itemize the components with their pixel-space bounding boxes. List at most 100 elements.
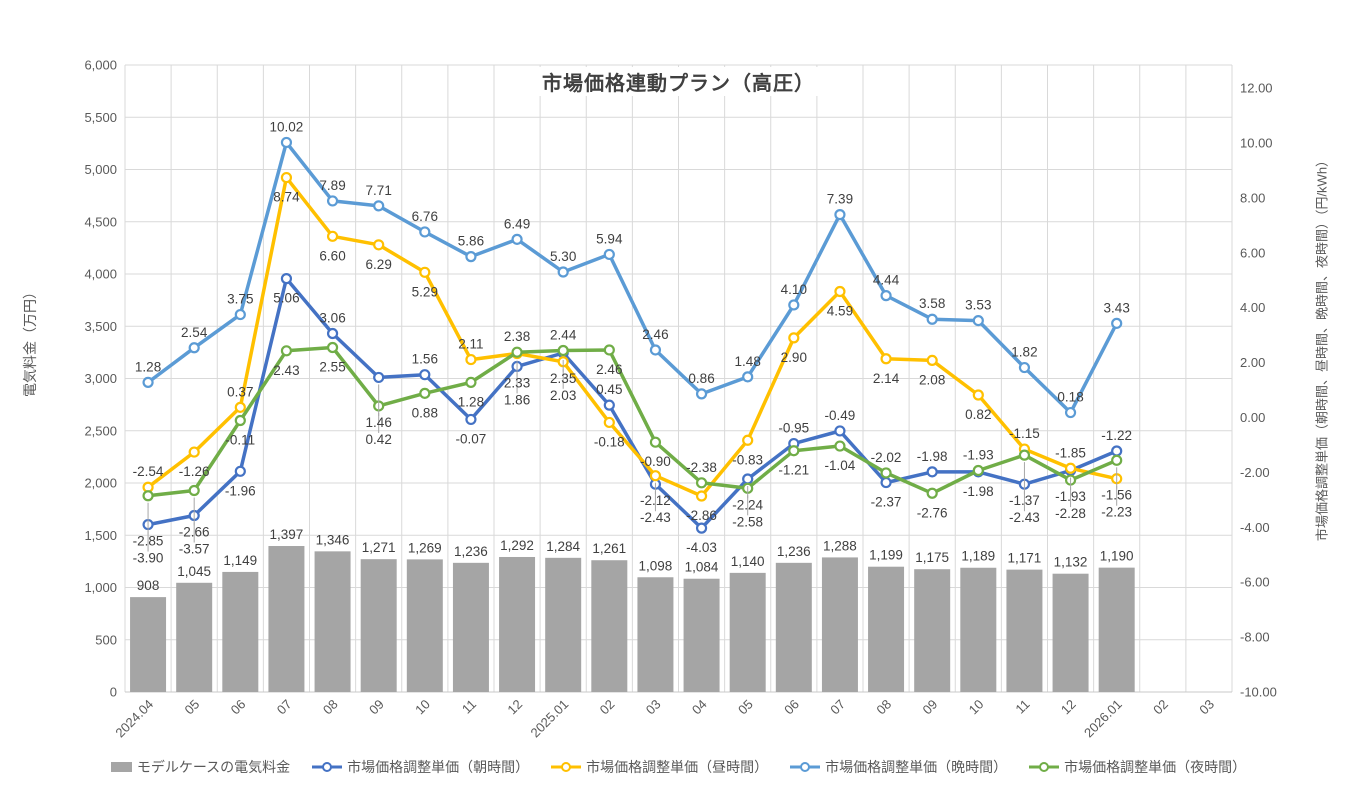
x-axis-tick-label: 05 [735, 697, 756, 718]
point-value-label: 2.33 [504, 375, 530, 390]
point-value-label: -2.02 [871, 450, 902, 465]
bar [914, 569, 951, 692]
bar [406, 559, 443, 692]
bar [452, 562, 489, 692]
x-axis-tick-label: 10 [412, 697, 433, 718]
data-point-marker [603, 416, 615, 429]
point-value-label: 10.02 [270, 119, 304, 134]
x-axis-tick-label: 07 [827, 697, 848, 718]
data-point-marker [465, 376, 477, 388]
line-path [146, 276, 1119, 530]
data-point-marker [926, 466, 938, 478]
data-point-marker [926, 313, 938, 325]
point-value-label: -1.93 [963, 447, 994, 462]
data-point-marker [419, 266, 431, 278]
x-axis-tick-label: 12 [1058, 697, 1079, 718]
bar-value-label: 1,288 [823, 538, 857, 553]
data-point-marker [742, 473, 754, 485]
bar [222, 571, 259, 692]
data-point-marker [742, 434, 754, 446]
point-value-label: -2.54 [133, 464, 164, 479]
legend-item-2: 市場価格調整単価（昼時間） [551, 757, 768, 777]
left-axis-tick-label: 3,500 [84, 319, 117, 334]
point-value-label: 2.46 [596, 362, 622, 377]
bar-value-label: 1,175 [915, 550, 949, 565]
data-point-marker [834, 285, 846, 298]
data-point-marker [419, 387, 431, 399]
data-point-marker [972, 389, 984, 401]
point-value-label: 4.59 [827, 304, 853, 319]
line-series-3 [142, 341, 1123, 502]
line-path [146, 175, 1119, 498]
data-point-marker [188, 342, 200, 354]
right-axis-tick-label: 2.00 [1240, 355, 1265, 370]
data-point-marker [419, 369, 431, 381]
point-value-label: 2.38 [504, 329, 530, 344]
bar [314, 551, 351, 692]
data-point-marker [926, 487, 938, 499]
legend-item-0: モデルケースの電気料金 [110, 757, 290, 777]
left-axis-tick-label: 4,000 [84, 267, 117, 282]
point-value-label: -2.37 [871, 495, 902, 510]
point-value-label: -1.93 [1055, 489, 1086, 504]
data-point-marker [511, 346, 523, 358]
x-axis-tick-label: 2024.04 [112, 697, 156, 741]
point-value-label: 3.53 [965, 298, 991, 313]
line-series-2 [142, 136, 1123, 419]
data-point-marker [1111, 317, 1123, 329]
point-value-label: 2.35 [550, 371, 576, 386]
point-value-label: -2.76 [917, 505, 948, 520]
left-axis-tick-label: 5,000 [84, 162, 117, 177]
bars-series: 908 1,045 1,149 1,397 1,346 1,271 1,269 1,236 1,… [130, 527, 1135, 692]
left-axis-tick-label: 2,500 [84, 423, 117, 438]
right-axis-tick-label: -8.00 [1240, 630, 1270, 645]
data-point-marker [649, 344, 662, 356]
right-axis-tick-label: 8.00 [1240, 190, 1265, 205]
data-point-marker [234, 414, 246, 427]
data-point-marker [373, 200, 385, 212]
point-value-label: -2.28 [1055, 506, 1086, 521]
bar-value-label: 1,171 [1008, 551, 1042, 566]
bar-value-label: 1,269 [408, 540, 442, 555]
point-value-label: -2.86 [686, 508, 717, 523]
data-point-marker [373, 239, 385, 251]
point-value-label: 4.44 [873, 273, 900, 288]
point-value-label: 5.29 [412, 284, 438, 299]
data-point-marker [142, 490, 154, 502]
bar [1052, 573, 1089, 692]
data-point-marker [511, 233, 523, 245]
bar-value-label: 1,284 [546, 539, 580, 554]
point-value-label: -1.21 [778, 463, 809, 478]
data-point-marker [603, 399, 615, 411]
point-value-label: 1.28 [458, 394, 484, 409]
point-value-label: -2.43 [1009, 510, 1040, 525]
data-point-marker [972, 315, 984, 327]
right-axis-tick-label: -4.00 [1240, 520, 1270, 535]
line-series-1 [142, 171, 1123, 502]
x-axis-tick-label: 02 [1150, 697, 1171, 718]
bar [821, 557, 858, 692]
point-labels: 1.28 -2.54 -2.85 -3.90 2.54 -1.26 -2.66 -3.57 3.… [133, 119, 1132, 565]
point-value-label: 2.90 [781, 350, 807, 365]
data-point-marker [465, 251, 477, 263]
bar-value-label: 1,397 [270, 527, 304, 542]
point-value-label: 7.71 [366, 183, 392, 198]
point-value-label: 2.54 [181, 325, 208, 340]
data-point-marker [880, 353, 892, 365]
data-point-marker [373, 371, 385, 384]
left-axis-tick-label: 1,500 [84, 528, 117, 543]
bar [130, 597, 167, 692]
data-point-marker [280, 273, 293, 285]
left-axis-tick-label: 500 [95, 632, 117, 647]
right-axis-tick-label: -6.00 [1240, 575, 1270, 590]
data-point-marker [880, 467, 892, 479]
data-point-marker [788, 332, 800, 344]
right-axis-tick-label: -10.00 [1240, 685, 1277, 700]
point-value-label: -1.85 [1055, 445, 1086, 460]
data-point-marker [972, 464, 984, 477]
point-value-label: 5.94 [596, 231, 623, 246]
data-point-marker [603, 344, 615, 356]
point-value-label: 2.08 [919, 372, 945, 387]
point-value-label: -1.22 [1101, 428, 1132, 443]
